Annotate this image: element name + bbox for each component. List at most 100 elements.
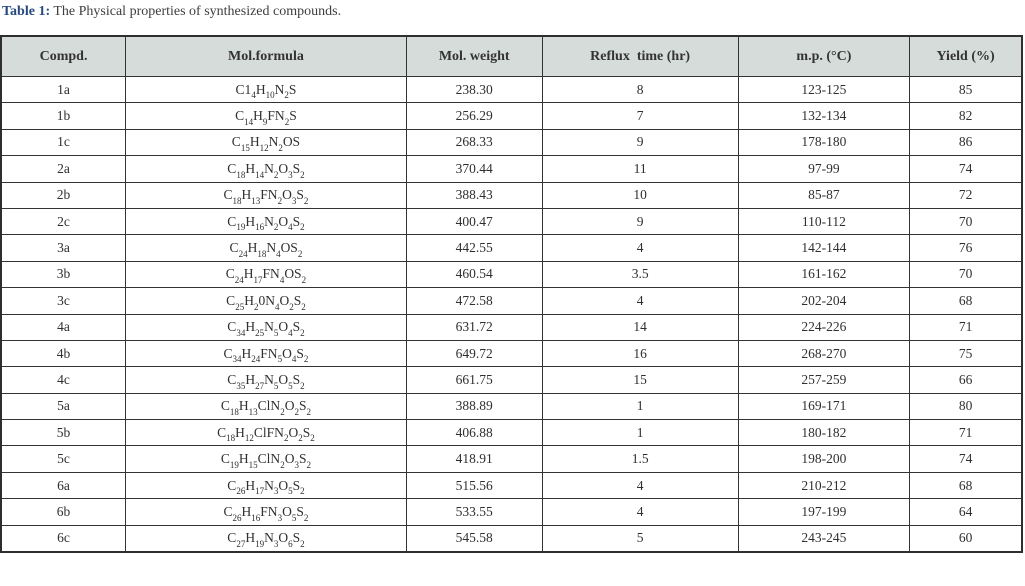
cell-mp: 123-125 — [737, 75, 911, 104]
cell-formula: C15H12N2OS — [125, 128, 407, 157]
cell-yield: 72 — [909, 181, 1023, 209]
cell-reflux-time: 15 — [541, 366, 739, 394]
cell-reflux-time: 5 — [541, 524, 739, 553]
cell-yield: 75 — [909, 339, 1023, 368]
cell-mol-weight: 631.72 — [405, 313, 543, 341]
cell-mol-weight: 442.55 — [405, 234, 543, 262]
cell-reflux-time: 3.5 — [541, 260, 739, 289]
table-row: 3b C24H17FN4OS2 460.54 3.5 161-162 70 — [0, 260, 1023, 289]
cell-reflux-time: 7 — [541, 102, 739, 130]
cell-yield: 68 — [909, 471, 1023, 500]
cell-formula: C27H19N3O6S2 — [125, 524, 407, 553]
cell-mol-weight: 661.75 — [405, 366, 543, 394]
cell-compd: 5c — [0, 445, 127, 473]
cell-formula: C18H13ClN2O2S2 — [125, 392, 407, 421]
cell-formula: C19H16N2O4S2 — [125, 207, 407, 236]
cell-compd: 3a — [0, 234, 127, 262]
table-row: 6a C26H17N3O5S2 515.56 4 210-212 68 — [0, 471, 1023, 500]
cell-compd: 1a — [0, 75, 127, 104]
cell-yield: 74 — [909, 445, 1023, 473]
cell-compd: 6a — [0, 471, 127, 500]
cell-reflux-time: 16 — [541, 339, 739, 368]
cell-yield: 71 — [909, 313, 1023, 341]
cell-reflux-time: 9 — [541, 128, 739, 157]
cell-compd: 5b — [0, 419, 127, 447]
cell-mol-weight: 460.54 — [405, 260, 543, 289]
cell-formula: C14H9FN2S — [125, 102, 407, 130]
cell-reflux-time: 1 — [541, 392, 739, 421]
cell-mol-weight: 268.33 — [405, 128, 543, 157]
table-row: 5a C18H13ClN2O2S2 388.89 1 169-171 80 — [0, 392, 1023, 421]
cell-formula: C18H14N2O3S2 — [125, 155, 407, 183]
cell-formula: C35H27N5O5S2 — [125, 366, 407, 394]
cell-mp: 97-99 — [737, 155, 911, 183]
cell-compd: 2b — [0, 181, 127, 209]
cell-formula: C26H16FN3O5S2 — [125, 498, 407, 526]
table-caption-label: Table 1: — [2, 4, 51, 19]
cell-reflux-time: 14 — [541, 313, 739, 341]
header-row: Compd. Mol.formula Mol. weight Reflux ti… — [0, 35, 1023, 77]
cell-mol-weight: 418.91 — [405, 445, 543, 473]
header-mp: m.p. (°C) — [737, 35, 911, 77]
properties-table: Compd. Mol.formula Mol. weight Reflux ti… — [0, 35, 1023, 554]
cell-mol-weight: 545.58 — [405, 524, 543, 553]
cell-yield: 76 — [909, 234, 1023, 262]
cell-yield: 71 — [909, 419, 1023, 447]
table-row: 2c C19H16N2O4S2 400.47 9 110-112 70 — [0, 207, 1023, 236]
header-mol-formula: Mol.formula — [125, 35, 407, 77]
cell-mp: 268-270 — [737, 339, 911, 368]
cell-mol-weight: 649.72 — [405, 339, 543, 368]
cell-yield: 86 — [909, 128, 1023, 157]
cell-mol-weight: 400.47 — [405, 207, 543, 236]
cell-yield: 68 — [909, 287, 1023, 315]
cell-mol-weight: 515.56 — [405, 471, 543, 500]
table-caption-text: The Physical properties of synthesized c… — [50, 4, 342, 19]
cell-yield: 60 — [909, 524, 1023, 553]
cell-reflux-time: 4 — [541, 234, 739, 262]
table-caption: Table 1: The Physical properties of synt… — [0, 0, 1025, 20]
cell-compd: 1b — [0, 102, 127, 130]
table-row: 6b C26H16FN3O5S2 533.55 4 197-199 64 — [0, 498, 1023, 526]
cell-mol-weight: 406.88 — [405, 419, 543, 447]
cell-mp: 198-200 — [737, 445, 911, 473]
cell-mol-weight: 388.43 — [405, 181, 543, 209]
cell-mol-weight: 388.89 — [405, 392, 543, 421]
table-header: Compd. Mol.formula Mol. weight Reflux ti… — [0, 35, 1023, 77]
cell-yield: 64 — [909, 498, 1023, 526]
table-row: 1c C15H12N2OS 268.33 9 178-180 86 — [0, 128, 1023, 157]
header-compd: Compd. — [0, 35, 127, 77]
cell-mol-weight: 238.30 — [405, 75, 543, 104]
cell-compd: 4c — [0, 366, 127, 394]
cell-compd: 1c — [0, 128, 127, 157]
cell-compd: 3c — [0, 287, 127, 315]
cell-reflux-time: 8 — [541, 75, 739, 104]
cell-yield: 82 — [909, 102, 1023, 130]
cell-reflux-time: 4 — [541, 471, 739, 500]
table-body: 1a C14H10N2S 238.30 8 123-125 85 1b C14H9FN2S 25… — [0, 75, 1023, 553]
cell-mp: 180-182 — [737, 419, 911, 447]
cell-formula: C24H17FN4OS2 — [125, 260, 407, 289]
cell-mp: 197-199 — [737, 498, 911, 526]
cell-reflux-time: 10 — [541, 181, 739, 209]
cell-mp: 169-171 — [737, 392, 911, 421]
cell-mp: 224-226 — [737, 313, 911, 341]
cell-mp: 210-212 — [737, 471, 911, 500]
table-row: 2b C18H13FN2O3S2 388.43 10 85-87 72 — [0, 181, 1023, 209]
cell-yield: 70 — [909, 260, 1023, 289]
cell-mol-weight: 256.29 — [405, 102, 543, 130]
table-row: 4a C34H25N5O4S2 631.72 14 224-226 71 — [0, 313, 1023, 341]
cell-mp: 85-87 — [737, 181, 911, 209]
cell-mol-weight: 370.44 — [405, 155, 543, 183]
table-row: 5c C19H15ClN2O3S2 418.91 1.5 198-200 74 — [0, 445, 1023, 473]
cell-formula: C14H10N2S — [125, 75, 407, 104]
table-row: 1a C14H10N2S 238.30 8 123-125 85 — [0, 75, 1023, 104]
cell-compd: 4a — [0, 313, 127, 341]
cell-mp: 178-180 — [737, 128, 911, 157]
cell-formula: C18H13FN2O3S2 — [125, 181, 407, 209]
cell-compd: 4b — [0, 339, 127, 368]
cell-yield: 66 — [909, 366, 1023, 394]
cell-formula: C18H12ClFN2O2S2 — [125, 419, 407, 447]
cell-reflux-time: 1.5 — [541, 445, 739, 473]
table-row: 2a C18H14N2O3S2 370.44 11 97-99 74 — [0, 155, 1023, 183]
